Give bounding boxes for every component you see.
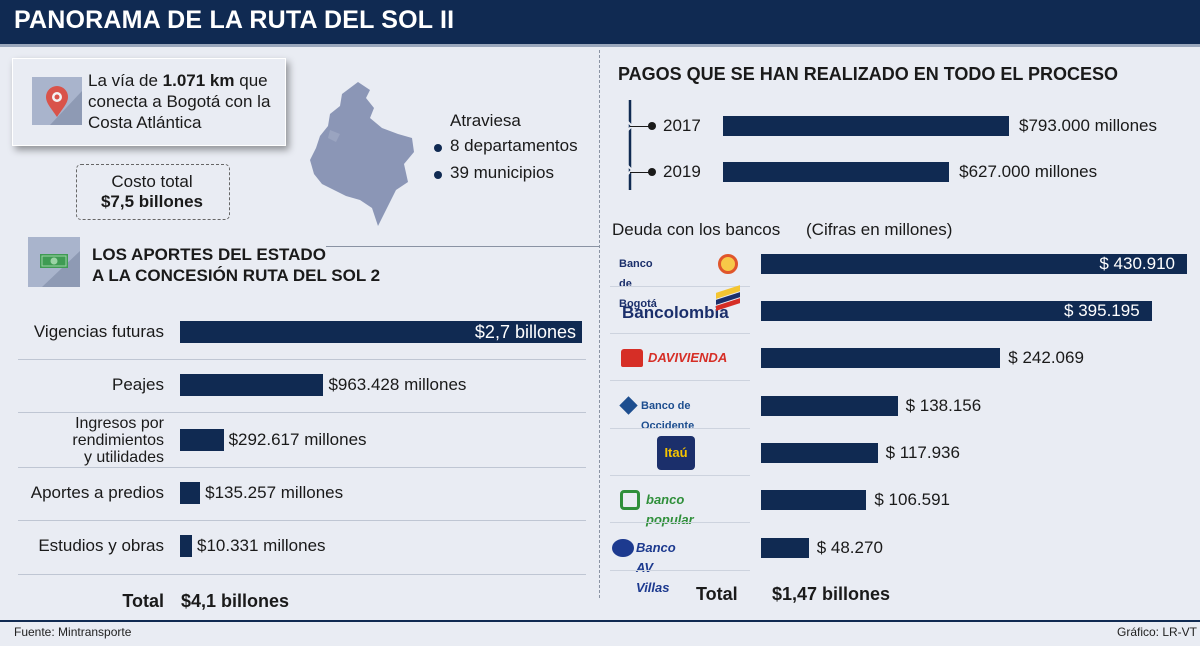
route-description: La vía de 1.071 km que conecta a Bogotá …: [88, 71, 271, 132]
bank-logo-mark: [612, 539, 634, 557]
state-contributions-title-1: LOS APORTES DEL ESTADO: [92, 245, 326, 264]
row-divider: [610, 570, 750, 571]
graphic-credit: Gráfico: LR-VT: [1117, 625, 1198, 639]
value-label: $ 430.910: [1099, 254, 1175, 273]
total-cost-value: $7,5 billones: [100, 192, 204, 211]
category-label: 2019: [663, 162, 701, 181]
diamond-icon: [619, 396, 638, 415]
bank-logo-text: Itaú: [664, 445, 688, 460]
house-icon: [621, 349, 643, 367]
source-credit: Fuente: Mintransporte: [14, 625, 132, 639]
row-divider: [610, 428, 750, 429]
payments-title: PAGOS QUE SE HAN REALIZADO EN TODO EL PR…: [618, 64, 1119, 84]
value-label: $ 106.591: [874, 490, 951, 509]
bar: [761, 443, 878, 463]
timeline-tick: [630, 126, 650, 127]
row-divider: [610, 522, 750, 523]
bar: [180, 535, 192, 557]
bar: [761, 538, 809, 558]
bank-logo-box: [657, 436, 695, 470]
bar: [180, 321, 582, 343]
departments-count: 8 departamentos: [450, 136, 578, 155]
bank-total-value: $1,47 billones: [772, 584, 891, 604]
bank-logo-text: Banco de Bogotá: [619, 258, 657, 310]
category-label: Peajes: [112, 375, 164, 394]
bar: [723, 116, 1009, 136]
colombia-map-icon: [300, 78, 430, 228]
bar: [761, 301, 1152, 321]
bar: [761, 254, 1187, 274]
header-divider: [0, 44, 1200, 47]
bank-logo-text: Bancolombia: [622, 303, 729, 322]
timeline-tick: [630, 172, 650, 173]
value-label: $ 138.156: [905, 396, 982, 415]
bar: [761, 348, 1001, 368]
value-label: $ 395.195: [1064, 301, 1140, 320]
total-cost-box: [76, 164, 230, 220]
row-divider: [18, 574, 586, 575]
state-contributions-title-2: A LA CONCESIÓN RUTA DEL SOL 2: [92, 266, 381, 285]
bank-logo-mark: [718, 254, 738, 274]
value-label: $ 242.069: [1008, 348, 1084, 367]
state-total-value: $4,1 billones: [181, 591, 290, 611]
value-label: $793.000 millones: [1019, 116, 1157, 135]
bank-debt-units: (Cifras en millones): [806, 220, 953, 239]
total-cost-label: Costo total: [111, 172, 193, 191]
category-label: Estudios y obras: [38, 536, 164, 555]
state-total-label: Total: [122, 591, 164, 611]
row-divider: [610, 380, 750, 381]
bank-logo-text: Banco de Occidente: [641, 400, 695, 432]
row-divider: [610, 333, 750, 334]
section-divider: [326, 246, 599, 247]
row-divider: [18, 412, 586, 413]
location-pin-icon: [32, 77, 82, 125]
bar: [180, 429, 224, 451]
value-label: $10.331 millones: [197, 536, 326, 555]
row-divider: [610, 286, 750, 287]
bar: [180, 482, 201, 504]
vertical-divider: [599, 50, 600, 598]
value-label: $963.428 millones: [328, 375, 467, 394]
category-label: 2017: [663, 116, 701, 135]
value-label: $ 48.270: [816, 538, 883, 557]
bank-logo-text: DAVIVIENDA: [648, 350, 728, 365]
category-label: Vigencias futuras: [33, 322, 164, 341]
route-length: 1.071 km: [162, 71, 235, 90]
bank-debt-title: Deuda con los bancos: [612, 220, 781, 239]
timeline-icon: [625, 100, 634, 190]
row-divider: [610, 475, 750, 476]
category-label: Ingresos por: [75, 414, 164, 432]
bullet-dot: [434, 144, 442, 152]
page-title: PANORAMA DE LA RUTA DEL SOL II: [14, 6, 455, 34]
row-divider: [18, 467, 586, 468]
value-label: $135.257 millones: [205, 483, 344, 502]
bar: [761, 396, 898, 416]
category-label: y utilidades: [83, 448, 164, 466]
crosses-label: Atraviesa: [450, 111, 521, 130]
municipalities-count: 39 municipios: [450, 163, 554, 182]
banknote-icon: [28, 237, 80, 287]
category-label: Aportes a predios: [30, 483, 164, 502]
bank-total-label: Total: [696, 584, 738, 604]
value-label: $627.000 millones: [959, 162, 1098, 181]
category-label: rendimientos: [72, 431, 164, 449]
bank-logo-text: banco popular: [646, 492, 694, 527]
bar: [180, 374, 324, 396]
bar: [761, 490, 867, 510]
bank-logo-text: Banco AV Villas: [636, 540, 676, 595]
bullet-dot: [434, 171, 442, 179]
row-divider: [18, 359, 586, 360]
value-label: $2,7 billones: [474, 322, 576, 342]
timeline-dot: [648, 168, 656, 176]
bar: [723, 162, 950, 182]
timeline-dot: [648, 122, 656, 130]
bank-logo-mark: [620, 490, 640, 510]
value-label: $292.617 millones: [228, 430, 367, 449]
header-bar: [0, 0, 1200, 44]
footer-rule: [0, 620, 1200, 646]
value-label: $ 117.936: [885, 443, 960, 462]
row-divider: [18, 520, 586, 521]
